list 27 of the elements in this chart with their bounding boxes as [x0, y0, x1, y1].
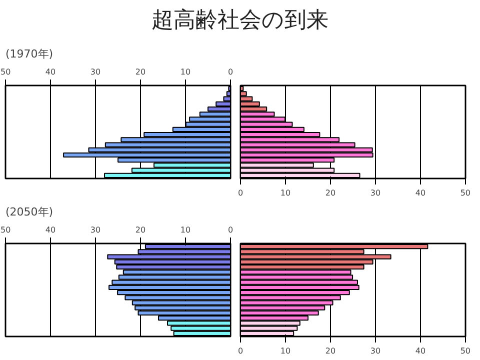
x-tick-label: 30 — [90, 68, 101, 76]
x-tick-label: 40 — [45, 226, 56, 234]
x-tick-label: 0 — [238, 188, 244, 198]
x-tick-label: 50 — [0, 68, 11, 76]
chart-title: 超高齢社会の到来 — [150, 7, 330, 35]
x-tick-label: 0 — [228, 68, 234, 76]
x-tick-label: 50 — [460, 346, 471, 356]
x-tick-label: 10 — [180, 226, 191, 234]
x-tick-label: 40 — [415, 188, 426, 198]
x-tick-label: 20 — [135, 68, 146, 76]
x-tick-label: 40 — [45, 68, 56, 76]
x-tick-label: 10 — [280, 346, 291, 356]
x-tick-label: 30 — [90, 226, 101, 234]
x-tick-label: 30 — [370, 346, 381, 356]
x-tick-label: 30 — [370, 188, 381, 198]
x-tick-label: 20 — [135, 226, 146, 234]
x-tick-label: 50 — [0, 226, 11, 234]
x-tick-label: 20 — [325, 188, 336, 198]
chart-subtitle: (1970年) — [6, 48, 54, 60]
x-tick-label: 50 — [460, 188, 471, 198]
x-tick-label: 10 — [280, 188, 291, 198]
x-tick-label: 0 — [228, 226, 234, 234]
x-tick-label: 0 — [238, 346, 244, 356]
x-tick-label: 10 — [180, 68, 191, 76]
x-tick-label: 40 — [415, 346, 426, 356]
x-tick-label: 20 — [325, 346, 336, 356]
chart-title: (2050年) — [6, 206, 54, 218]
